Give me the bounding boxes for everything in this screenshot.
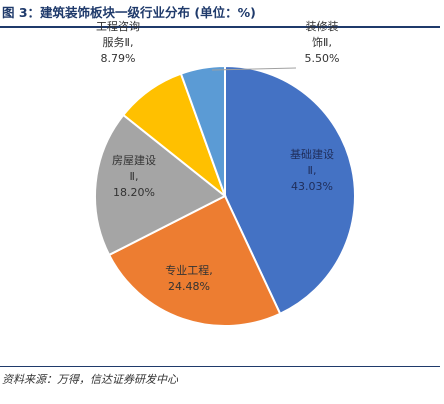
- slice-label: 专业工程, 24.48%: [165, 263, 213, 293]
- figure-title: 图 3：建筑装饰板块一级行业分布 (单位：%): [2, 5, 256, 20]
- leader-line: [211, 67, 297, 71]
- slice-label: 基础建设 Ⅱ, 43.03%: [290, 147, 334, 193]
- pie-slice: [107, 194, 282, 327]
- pie-slice: [179, 64, 226, 197]
- pie-slice: [224, 64, 356, 316]
- pie-slice: [94, 113, 227, 257]
- slice-label: 装修装饰Ⅱ, 5.50%: [305, 19, 340, 65]
- title-divider: [0, 26, 440, 28]
- source-note: 资料来源：万得，信达证券研发中心: [2, 373, 178, 386]
- slice-label: 房屋建设 Ⅱ, 18.20%: [112, 153, 156, 199]
- slice-label: 工程咨询服务Ⅱ, 8.79%: [96, 19, 140, 65]
- source-divider: [0, 366, 440, 367]
